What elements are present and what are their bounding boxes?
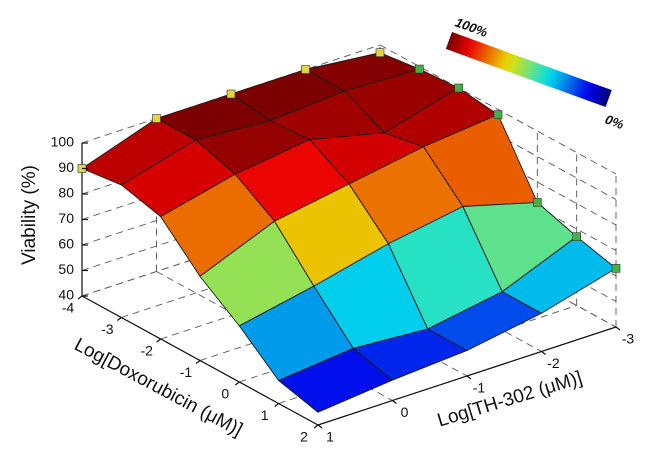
tick-mark: [156, 338, 162, 343]
tick-mark: [234, 381, 240, 386]
grid-line: [379, 44, 617, 175]
y-tick-label: 0: [401, 404, 409, 420]
x-axis-title: Log[Doxorubicin (μM)]: [71, 334, 246, 440]
y-axis-title: Log[TH-302 (μM)]: [435, 368, 585, 432]
tick-mark: [195, 360, 201, 364]
x-tick-label: 0: [221, 386, 229, 402]
tick-mark: [541, 351, 546, 355]
x-tick-label: 1: [261, 407, 269, 423]
tick-mark: [274, 403, 280, 407]
z-tick-label: 80: [58, 185, 74, 201]
tick-mark: [313, 424, 319, 429]
vertex-marker: [152, 114, 161, 123]
axis-layer: 40 50 60 70 80 90 100 -4 -3 -2 -1 0 1 2 -3 -2 -1 0 1: [51, 134, 635, 445]
z-tick-label: 40: [58, 287, 74, 303]
tick-mark: [392, 400, 397, 404]
x-tick-label: -4: [62, 300, 75, 316]
tick-mark: [615, 326, 621, 331]
vertex-marker: [226, 89, 236, 99]
y-tick-label: -2: [547, 355, 560, 371]
colorbar-label: 0%: [603, 112, 626, 133]
x-tick-label: -2: [140, 343, 153, 359]
vertex-marker: [533, 198, 542, 207]
z-tick-label: 70: [58, 210, 74, 226]
y-tick-label: 1: [326, 429, 334, 445]
vertex-marker: [415, 64, 424, 74]
tick-mark: [116, 317, 122, 321]
z-tick-label: 50: [58, 261, 74, 277]
tick-mark: [317, 424, 323, 429]
vertex-marker: [611, 264, 621, 273]
y-tick-label: -3: [622, 331, 635, 347]
x-tick-label: 2: [300, 429, 308, 445]
surface-layer: [77, 48, 621, 413]
x-tick-label: -1: [180, 364, 193, 380]
vertex-marker: [375, 48, 385, 57]
z-axis-title: Viability (%): [19, 165, 40, 265]
colorbar-rect: [445, 32, 612, 108]
vertex-marker: [572, 232, 581, 241]
tick-mark: [77, 295, 83, 300]
x-tick-label: -3: [101, 321, 114, 337]
vertex-marker: [454, 83, 463, 93]
surface-face: [278, 347, 393, 413]
z-tick-label: 90: [58, 159, 74, 175]
vertex-marker: [301, 65, 310, 74]
vertex-marker: [493, 110, 503, 119]
z-tick-label: 60: [58, 236, 74, 252]
z-tick-label: 100: [51, 134, 75, 150]
y-tick-label: -1: [473, 380, 486, 396]
tick-mark: [466, 375, 472, 380]
